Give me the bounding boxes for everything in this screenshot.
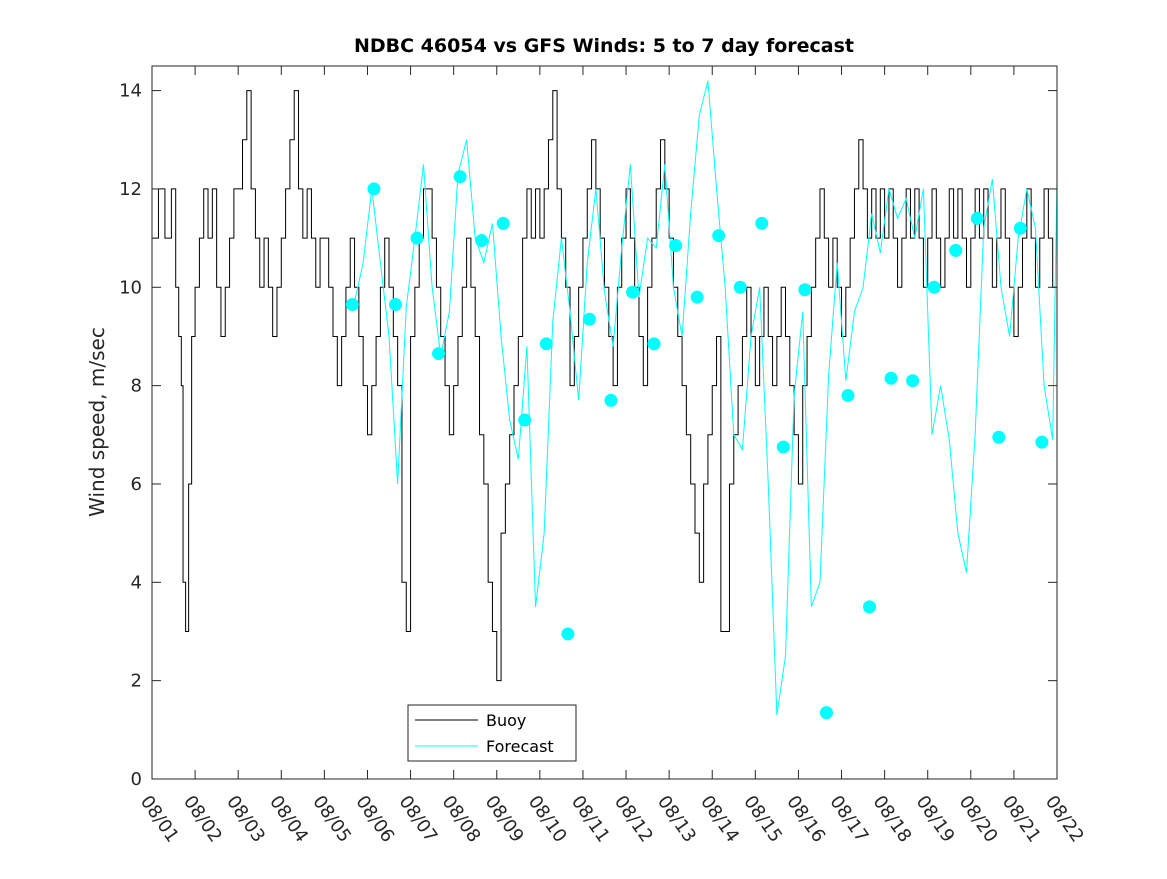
forecast-point xyxy=(777,441,790,454)
y-tick-label: 0 xyxy=(131,769,142,790)
forecast-point xyxy=(604,394,617,407)
forecast-point xyxy=(992,431,1005,444)
forecast-point xyxy=(820,706,833,719)
forecast-point xyxy=(626,286,639,299)
forecast-point xyxy=(367,182,380,195)
y-tick-label: 12 xyxy=(119,179,142,200)
forecast-point xyxy=(454,170,467,183)
forecast-point xyxy=(389,298,402,311)
forecast-point xyxy=(971,212,984,225)
y-tick-label: 10 xyxy=(119,277,142,298)
y-tick-label: 4 xyxy=(131,572,142,593)
forecast-point xyxy=(798,283,811,296)
chart-title: NDBC 46054 vs GFS Winds: 5 to 7 day fore… xyxy=(354,35,854,57)
forecast-point xyxy=(841,389,854,402)
forecast-point xyxy=(346,298,359,311)
legend-forecast-label: Forecast xyxy=(486,737,554,756)
forecast-point xyxy=(411,232,424,245)
wind-speed-chart: 08/0108/0208/0308/0408/0508/0608/0708/08… xyxy=(0,0,1167,875)
forecast-point xyxy=(1014,222,1027,235)
forecast-point xyxy=(561,627,574,640)
forecast-point xyxy=(497,217,510,230)
forecast-point xyxy=(755,217,768,230)
y-axis-label: Wind speed, m/sec xyxy=(85,327,109,517)
forecast-point xyxy=(734,281,747,294)
forecast-point xyxy=(691,291,704,304)
legend: Buoy Forecast xyxy=(408,705,576,761)
y-tick-label: 2 xyxy=(131,671,142,692)
forecast-point xyxy=(928,281,941,294)
forecast-point xyxy=(885,372,898,385)
forecast-point xyxy=(863,600,876,613)
forecast-point xyxy=(1035,436,1048,449)
y-tick-label: 8 xyxy=(131,376,142,397)
figure-background xyxy=(0,0,1167,875)
forecast-point xyxy=(906,374,919,387)
forecast-point xyxy=(540,337,553,350)
legend-buoy-label: Buoy xyxy=(486,711,526,730)
forecast-point xyxy=(949,244,962,257)
forecast-point xyxy=(432,347,445,360)
forecast-point xyxy=(712,229,725,242)
forecast-point xyxy=(669,239,682,252)
y-tick-label: 6 xyxy=(131,474,142,495)
forecast-point xyxy=(475,234,488,247)
forecast-point xyxy=(518,414,531,427)
y-tick-label: 14 xyxy=(119,81,142,102)
forecast-point xyxy=(583,313,596,326)
forecast-point xyxy=(648,337,661,350)
